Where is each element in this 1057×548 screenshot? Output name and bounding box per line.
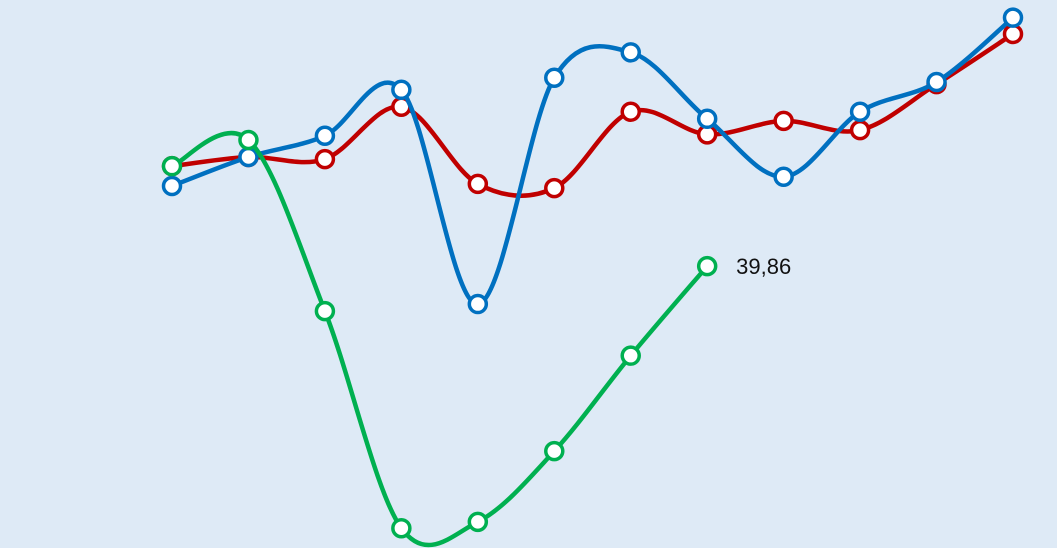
data-point [926, 71, 947, 93]
data-point [544, 440, 565, 462]
data-point [849, 119, 871, 141]
data-point [620, 42, 641, 63]
data-point [544, 177, 565, 199]
data-point [696, 255, 718, 277]
data-point [467, 293, 489, 315]
data-point [391, 79, 412, 101]
data-point [544, 67, 565, 89]
series-line [169, 130, 710, 548]
data-point [238, 146, 259, 168]
data-point [773, 110, 794, 132]
data-point [161, 175, 183, 197]
data-point [314, 148, 336, 170]
data-point [161, 155, 183, 177]
data-point [773, 166, 794, 188]
data-point [238, 129, 259, 151]
data-point [696, 108, 718, 130]
data-point [391, 517, 412, 539]
data-point [467, 511, 489, 533]
data-point [620, 345, 641, 366]
data-point [314, 300, 336, 322]
data-point [1002, 7, 1024, 28]
data-label: 39,86 [736, 254, 791, 279]
data-point [314, 125, 336, 147]
data-point [849, 101, 871, 122]
data-point [467, 173, 489, 195]
data-point [620, 101, 641, 122]
data-point [1002, 23, 1024, 45]
